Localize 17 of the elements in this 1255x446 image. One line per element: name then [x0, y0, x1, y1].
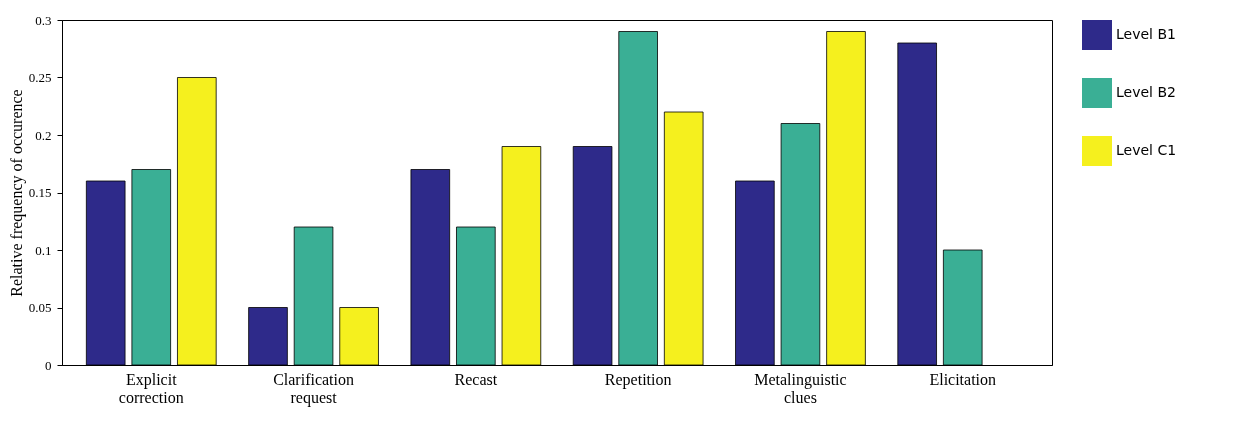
x-tick-label: Repetition — [604, 370, 672, 389]
legend-label: Level B1 — [1116, 26, 1176, 42]
y-tick-label: 0.2 — [35, 127, 52, 143]
x-tick-label: Explicit correction — [118, 370, 184, 406]
y-axis-title: Relative frequency of occurence — [7, 89, 26, 297]
y-tick-label: 0.1 — [35, 242, 52, 258]
y-tick-label: 0.25 — [28, 70, 52, 85]
x-tick-label: Elicitation — [929, 370, 997, 388]
legend-label: Level C1 — [1116, 142, 1177, 158]
y-tick-label: 0.3 — [35, 12, 52, 28]
legend-label: Level B2 — [1116, 84, 1176, 100]
x-tick-label: Metalinguistic clues — [754, 370, 847, 406]
y-tick-label: 0.05 — [28, 300, 52, 315]
y-tick-label: 0.15 — [28, 185, 52, 200]
x-tick-label: Clarification request — [273, 370, 354, 407]
y-tick-label: 0 — [45, 357, 52, 373]
x-tick-label: Recast — [454, 370, 498, 388]
